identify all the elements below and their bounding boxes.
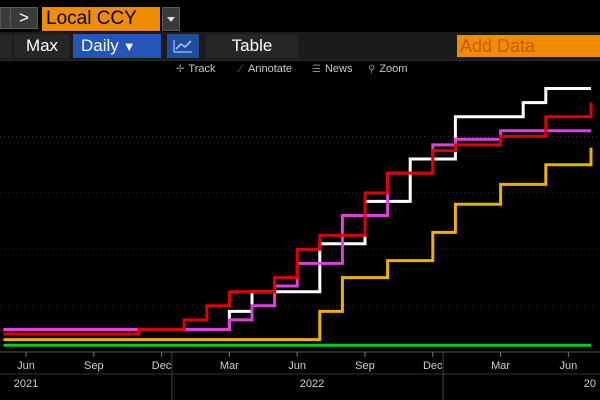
add-data-input[interactable]: Add Data <box>457 35 600 57</box>
x-tick-label: Dec <box>152 360 172 372</box>
track-tool[interactable]: ✛ Track <box>176 62 215 76</box>
toolbar-edge <box>0 34 12 58</box>
x-year-label: 2022 <box>300 378 324 390</box>
x-tick-label: Jun <box>288 360 306 372</box>
news-tool[interactable]: ☰ News <box>312 62 352 76</box>
table-button[interactable]: Table <box>206 34 298 58</box>
crosshair-icon: ✛ <box>176 64 185 75</box>
x-tick-label: Mar <box>220 360 239 372</box>
chart-series <box>3 87 593 347</box>
x-tick-label: Dec <box>423 360 443 372</box>
x-tick-label: Jun <box>559 360 577 372</box>
pencil-icon: ⟋ <box>237 64 244 75</box>
currency-dropdown-button[interactable] <box>162 7 180 31</box>
series-line-3 <box>3 102 593 336</box>
table-label: Table <box>231 36 273 55</box>
annotate-tool[interactable]: ⟋ Annotate <box>237 62 292 76</box>
magnifier-icon: ⚲ <box>368 64 376 75</box>
line-chart-icon <box>173 40 192 53</box>
frequency-label: Daily <box>81 36 119 55</box>
news-icon: ☰ <box>312 64 321 75</box>
x-tick-label: Mar <box>491 360 510 372</box>
chevron-right-icon: > <box>19 8 29 27</box>
chart-x-axis: Jun Sep Dec Mar Jun Sep Dec Mar Jun 2021 2022 20 <box>0 351 600 400</box>
range-max-button[interactable]: Max <box>14 34 70 58</box>
range-label: Max <box>25 36 59 55</box>
x-tick-label: Sep <box>84 360 104 372</box>
x-year-label: 2021 <box>14 378 38 390</box>
currency-label: Local CCY <box>46 8 137 29</box>
top-toolbar: < > Local CCY <box>0 0 600 32</box>
chart-grid <box>0 135 600 307</box>
series-line-2 <box>3 129 591 331</box>
chart-tools: ✛ Track ⟋ Annotate ☰ News ⚲ Zoom <box>0 60 600 78</box>
line-chart[interactable]: Jun Sep Dec Mar Jun Sep Dec Mar Jun 2021 2022 20 <box>0 60 600 400</box>
zoom-tool[interactable]: ⚲ Zoom <box>368 62 407 76</box>
track-label: Track <box>188 63 216 75</box>
series-line-1 <box>3 87 591 331</box>
x-tick-label: Jun <box>17 360 35 372</box>
annotate-label: Annotate <box>248 63 293 75</box>
line-chart-button[interactable] <box>167 34 199 58</box>
axis-background <box>0 352 600 400</box>
forward-button[interactable]: > <box>10 7 38 29</box>
x-tick-label: Sep <box>355 360 375 372</box>
currency-select[interactable]: Local CCY <box>42 7 160 31</box>
chart-toolbar: Max Daily ▼ Table Add Data <box>0 32 600 61</box>
add-data-label: Add Data <box>460 36 536 56</box>
dropdown-arrow-icon: ▼ <box>122 39 136 54</box>
frequency-dropdown[interactable]: Daily ▼ <box>73 34 161 58</box>
series-line-4 <box>3 147 593 342</box>
x-year-label: 20 <box>584 378 596 390</box>
news-label: News <box>324 63 353 75</box>
zoom-label: Zoom <box>379 63 408 75</box>
